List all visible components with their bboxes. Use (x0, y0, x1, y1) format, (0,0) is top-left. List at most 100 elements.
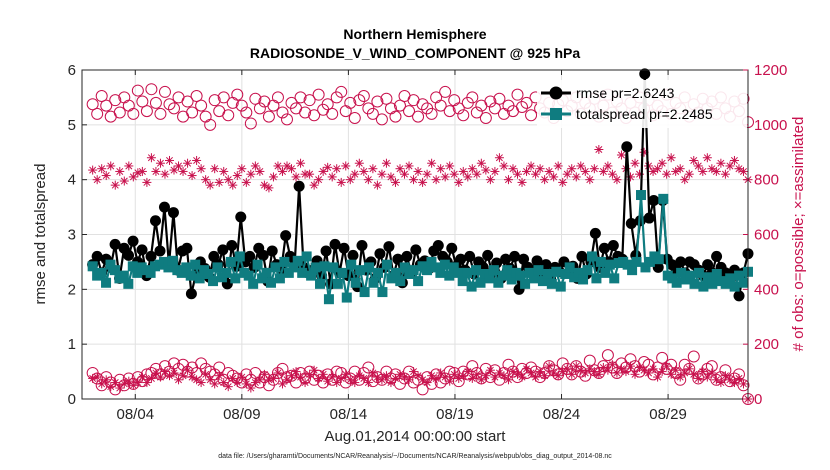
assimilated-obs-point (223, 175, 233, 185)
asterisk-stroke (229, 374, 237, 382)
possible-obs-point (484, 95, 497, 108)
assimilated-obs-point (598, 166, 608, 176)
assimilated-obs-point (259, 369, 269, 379)
assimilated-obs-point (413, 166, 423, 176)
assimilated-obs-point (101, 375, 111, 385)
rmse-point (576, 250, 588, 262)
possible-obs-point (145, 83, 158, 96)
asterisk-stroke (735, 165, 743, 173)
assimilated-obs-point (689, 155, 699, 165)
asterisk-stroke (184, 159, 192, 167)
possible-obs-point (186, 106, 199, 119)
assimilated-obs-point (540, 175, 550, 185)
assimilated-obs-point (354, 158, 364, 168)
x-tick-label: 08/29 (649, 406, 687, 423)
asterisk-stroke (111, 181, 119, 189)
assimilated-obs-point (427, 371, 437, 381)
totalspread-point (283, 267, 294, 278)
asterisk-stroke (369, 165, 377, 173)
totalspread-point (604, 259, 615, 270)
rmse-point (154, 245, 166, 257)
asterisk-stroke (165, 156, 173, 164)
asterisk-stroke (568, 165, 576, 173)
possible-obs-point (362, 361, 375, 374)
assimilated-obs-point (282, 161, 292, 171)
assimilated-obs-point (657, 367, 667, 377)
asterisk-stroke (242, 380, 250, 388)
possible-obs-point (601, 349, 614, 362)
assimilated-obs-point (635, 362, 645, 372)
possible-obs-point (393, 99, 406, 112)
possible-obs-point (439, 85, 452, 98)
totalspread-point (488, 265, 499, 276)
y-tick-label-right: 800 (754, 172, 779, 189)
asterisk-stroke (310, 366, 318, 374)
asterisk-stroke (617, 151, 625, 159)
possible-obs-point (312, 88, 325, 101)
possible-obs-point (231, 88, 244, 101)
assimilated-obs-point (517, 372, 527, 382)
possible-obs-point (470, 106, 483, 119)
asterisk-stroke (500, 372, 508, 380)
asterisk-stroke (563, 170, 571, 178)
chart-title-line2: RADIOSONDE_V_WIND_COMPONENT @ 925 hPa (250, 45, 580, 61)
asterisk-stroke (541, 372, 549, 380)
asterisk-stroke (694, 162, 702, 170)
totalspread-point (520, 278, 531, 289)
asterisk-stroke (161, 368, 169, 376)
assimilated-obs-point (544, 166, 554, 176)
assimilated-obs-point (277, 379, 287, 389)
asterisk-stroke (242, 178, 250, 186)
assimilated-obs-point (192, 155, 202, 165)
asterisk-stroke (599, 363, 607, 371)
totalspread-point (631, 256, 642, 267)
totalspread-point (234, 251, 245, 262)
assimilated-obs-point (499, 161, 509, 171)
assimilated-obs-point (616, 150, 626, 160)
asterisk-stroke (640, 366, 648, 374)
asterisk-stroke (550, 369, 558, 377)
asterisk-stroke (414, 372, 422, 380)
asterisk-stroke (712, 376, 720, 384)
asterisk-stroke (179, 167, 187, 175)
rmse-point (356, 239, 368, 251)
assimilated-obs-point (232, 171, 242, 181)
rmse-point (181, 242, 193, 254)
possible-obs-point (452, 102, 465, 115)
asterisk-stroke (459, 167, 467, 175)
assimilated-obs-point (589, 164, 599, 174)
rmse-point (392, 253, 404, 265)
possible-obs-point (217, 91, 230, 104)
chart-title-line1: Northern Hemisphere (343, 26, 486, 42)
assimilated-obs-point (128, 380, 138, 390)
asterisk-stroke (360, 167, 368, 175)
asterisk-stroke (179, 372, 187, 380)
assimilated-obs-point (97, 164, 107, 174)
assimilated-obs-point (115, 166, 125, 176)
assimilated-obs-point (264, 183, 274, 193)
possible-obs-point (479, 111, 492, 124)
asterisk-stroke (717, 159, 725, 167)
asterisk-stroke (251, 162, 259, 170)
assimilated-obs-point (214, 371, 224, 381)
assimilated-obs-point (151, 166, 161, 176)
totalspread-point (132, 267, 143, 278)
asterisk-stroke (391, 178, 399, 186)
asterisk-stroke (373, 373, 381, 381)
assimilated-obs-point (738, 166, 748, 176)
legend-rmse-label: rmse pr=2.6243 (576, 85, 675, 101)
asterisk-stroke (360, 374, 368, 382)
rmse-point (401, 250, 413, 262)
totalspread-point (390, 267, 401, 278)
asterisk-stroke (545, 362, 553, 370)
asterisk-stroke (405, 376, 413, 384)
asterisk-stroke (147, 374, 155, 382)
asterisk-stroke (93, 373, 101, 381)
assimilated-obs-point (576, 365, 586, 375)
possible-obs-point (149, 96, 162, 109)
asterisk-stroke (541, 176, 549, 184)
asterisk-stroke (107, 162, 115, 170)
asterisk-stroke (414, 167, 422, 175)
assimilated-obs-point (246, 169, 256, 179)
asterisk-stroke (274, 369, 282, 377)
